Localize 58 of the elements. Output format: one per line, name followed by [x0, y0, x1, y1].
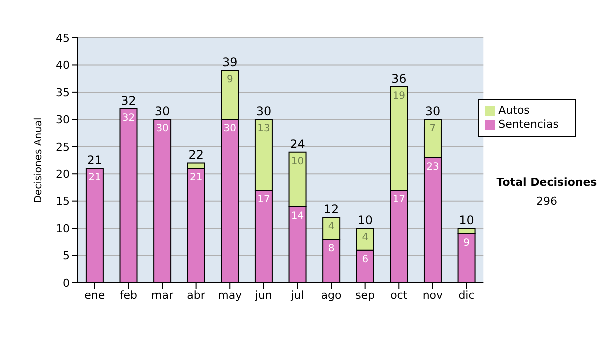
- y-tick-label: 45: [56, 32, 70, 45]
- total-label: 21: [87, 154, 103, 168]
- y-axis-title: Decisiones Anual: [34, 118, 45, 204]
- y-tick-label: 35: [56, 86, 70, 100]
- text: 296: [536, 195, 558, 208]
- total-label: 30: [154, 104, 170, 119]
- y-tick-label: 15: [56, 195, 70, 208]
- data-label: 10: [291, 156, 304, 168]
- x-tick-label: nov: [422, 288, 444, 302]
- data-label: 14: [291, 210, 304, 222]
- y-tick-label: 10: [56, 222, 70, 236]
- y-tick-label: 25: [56, 140, 70, 154]
- x-tick-label: mar: [152, 288, 174, 302]
- data-label: 13: [258, 124, 270, 135]
- x-tick-label: jul: [290, 288, 304, 302]
- x-tick-label: may: [218, 288, 243, 302]
- total-label: 22: [188, 148, 204, 162]
- y-tick-label: 40: [56, 59, 70, 72]
- total-label: 30: [425, 104, 441, 119]
- x-tick-label: sep: [356, 288, 376, 302]
- data-label: 21: [190, 172, 203, 184]
- data-label: 8: [328, 243, 335, 254]
- data-label: 17: [258, 194, 270, 206]
- y-tick-label: 0: [63, 276, 70, 290]
- x-tick-label: jun: [254, 288, 272, 302]
- total-label: 39: [222, 56, 238, 70]
- x-tick-label: ago: [321, 288, 342, 302]
- x-tick-label: abr: [187, 288, 206, 302]
- total-label: 30: [256, 104, 272, 119]
- data-label: 30: [156, 124, 169, 135]
- x-tick-label: dic: [458, 288, 475, 302]
- data-label: 9: [464, 238, 470, 249]
- total-label: 32: [121, 94, 136, 108]
- y-tick-label: 20: [56, 168, 70, 182]
- data-label: 17: [392, 194, 406, 206]
- data-label: 19: [392, 91, 406, 102]
- data-label: 23: [426, 162, 440, 173]
- y-tick-label: 30: [56, 114, 70, 127]
- data-label: 7: [430, 124, 436, 135]
- data-label: 6: [362, 254, 369, 266]
- x-tick-label: oct: [390, 288, 408, 302]
- text: Total Decisiones: [496, 176, 598, 189]
- total-label: 10: [358, 214, 374, 228]
- x-tick-label: feb: [120, 288, 138, 302]
- total-label: 24: [290, 137, 306, 152]
- total-label: 36: [392, 72, 407, 86]
- data-label: 4: [362, 232, 369, 244]
- x-tick-label: ene: [84, 288, 106, 302]
- total-label: 12: [324, 202, 340, 217]
- data-label: 9: [226, 74, 234, 86]
- legend-label: Sentencias: [498, 118, 559, 131]
- data-label: 32: [122, 112, 136, 124]
- data-label: 30: [224, 124, 237, 135]
- total-label: 10: [459, 214, 474, 228]
- data-label: 4: [328, 222, 335, 233]
- legend-label: Autos: [498, 104, 530, 117]
- y-tick-label: 5: [63, 250, 70, 263]
- data-label: 21: [88, 172, 102, 184]
